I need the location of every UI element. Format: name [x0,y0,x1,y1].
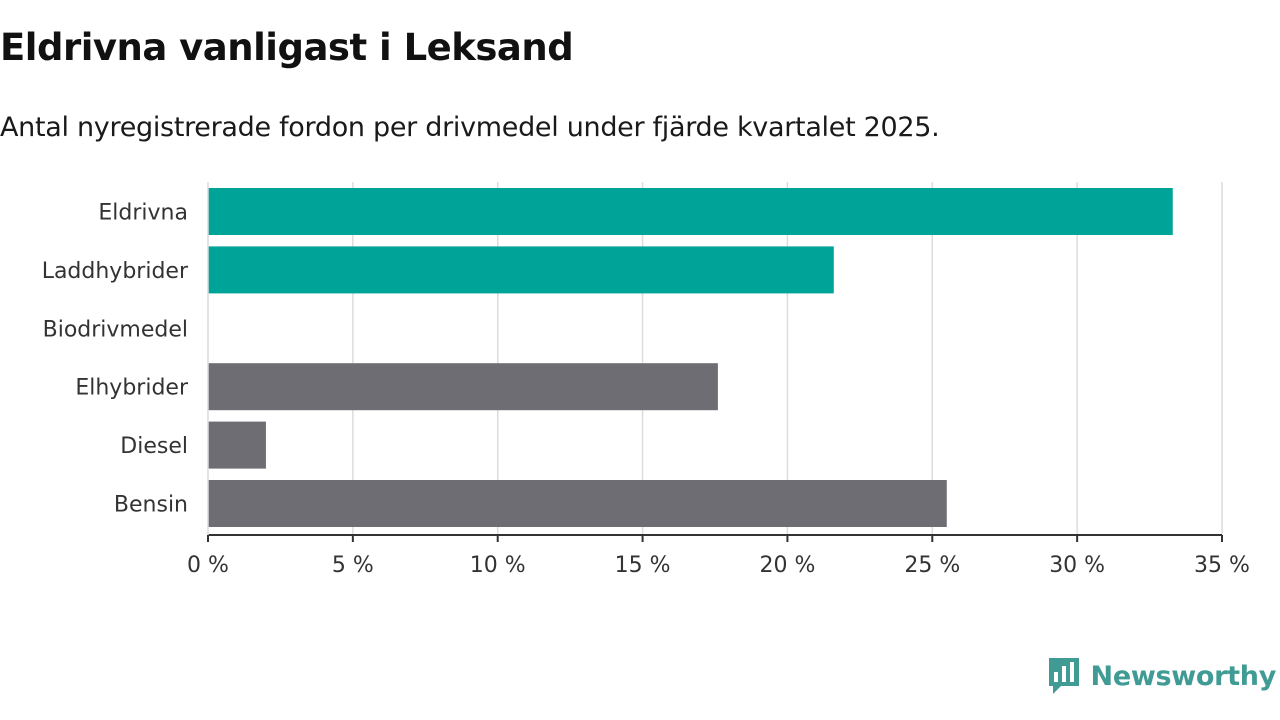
bar [208,421,266,469]
bar [208,363,718,411]
category-label: Bensin [114,493,188,518]
brand-name: Newsworthy [1090,660,1277,692]
bar-chart-speech-bubble-icon [1048,658,1079,694]
category-label: Biodrivmedel [43,317,188,342]
bar [208,480,947,527]
bar [208,188,1173,235]
chart-subtitle: Antal nyregistrerade fordon per drivmede… [0,112,940,143]
x-tick-label: 20 % [759,553,815,578]
category-label: Eldrivna [98,201,188,226]
x-tick-label: 0 % [187,553,229,578]
x-tick-label: 10 % [470,553,526,578]
x-tick-label: 15 % [615,553,671,578]
category-label: Diesel [120,434,188,459]
chart-title: Eldrivna vanligast i Leksand [0,26,574,69]
x-tick-label: 25 % [904,553,960,578]
brand-logo: Newsworthy [1047,654,1276,698]
category-label: Elhybrider [75,376,189,401]
x-tick-label: 30 % [1049,553,1105,578]
category-label: Laddhybrider [42,259,189,284]
x-tick-label: 35 % [1194,553,1250,578]
bar [208,246,834,294]
x-tick-label: 5 % [332,553,374,578]
